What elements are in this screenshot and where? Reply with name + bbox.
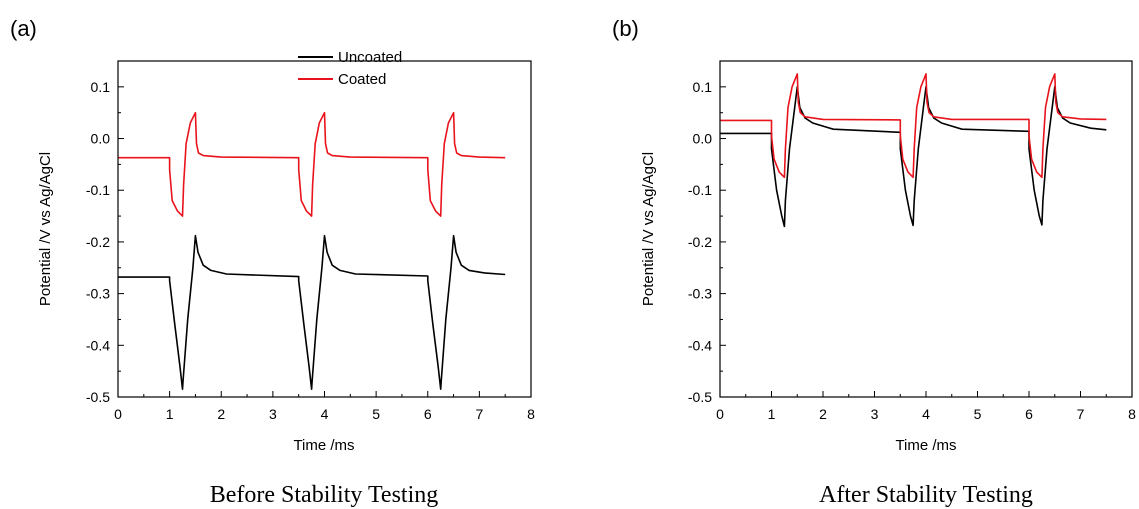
y-tick-label: 0.0	[91, 131, 111, 147]
y-tick-label: -0.1	[86, 182, 110, 198]
x-tick-label: 0	[716, 406, 724, 422]
y-tick-label: 0.0	[693, 131, 713, 147]
axes-a: 0 1 2 3 4 5 6 7 8 -0.5 -0.4 -0.3 -0.2 -0.1 0.0 0.1	[86, 60, 535, 422]
panel-label-b: (b)	[612, 16, 639, 41]
axes-b: 0 1 2 3 4 5 6 7 8 -0.5 -0.4 -0.3 -0.2 -0.1 0.0 0.1	[688, 60, 1136, 422]
chart-panel-b: 0 1 2 3 4 5 6 7 8 -0.5 -0.4 -0.3 -0.2 -0.1 0.0 0.1 Time…	[640, 60, 1136, 508]
x-tick-label: 8	[527, 406, 535, 422]
caption-b: After Stability Testing	[819, 482, 1033, 508]
y-tick-label: -0.2	[688, 234, 712, 250]
x-tick-label: 7	[475, 406, 483, 422]
y-tick-label: -0.4	[688, 337, 712, 353]
x-tick-label: 3	[871, 406, 879, 422]
legend-label-coated: Coated	[338, 71, 386, 88]
y-tick-label: -0.2	[86, 234, 110, 250]
plot-lines-a	[118, 111, 506, 391]
legend-label-uncoated: Uncoated	[338, 49, 402, 66]
x-tick-label: 5	[372, 406, 380, 422]
x-tick-label: 1	[768, 406, 776, 422]
chart-panel-a: 0 1 2 3 4 5 6 7 8 -0.5 -0.4 -0.3 -0.2 -0.1 0.0 0.1 Time…	[37, 49, 535, 508]
y-axis-label-b: Potential /V vs Ag/AgCl	[640, 152, 657, 306]
x-tick-label: 5	[974, 406, 982, 422]
caption-a: Before Stability Testing	[210, 482, 439, 508]
series-line-coated	[118, 111, 506, 217]
y-tick-label: -0.1	[688, 182, 712, 198]
x-tick-label: 6	[1025, 406, 1033, 422]
y-tick-label: -0.4	[86, 337, 110, 353]
x-tick-label: 3	[269, 406, 277, 422]
x-tick-label: 1	[166, 406, 174, 422]
x-tick-label: 0	[114, 406, 122, 422]
x-axis-label-a: Time /ms	[293, 437, 354, 454]
plot-frame-b	[719, 60, 1133, 398]
series-line-coated	[720, 73, 1107, 179]
x-tick-label: 4	[321, 406, 329, 422]
x-tick-label: 7	[1077, 406, 1085, 422]
y-tick-label: -0.3	[86, 286, 110, 302]
legend: Uncoated Coated	[298, 49, 402, 88]
plot-frame-a	[117, 60, 532, 398]
panel-label-a: (a)	[10, 16, 37, 41]
x-tick-label: 4	[922, 406, 930, 422]
plot-lines-b	[720, 73, 1107, 228]
y-tick-label: 0.1	[693, 79, 713, 95]
x-axis-label-b: Time /ms	[895, 437, 956, 454]
y-tick-label: -0.3	[688, 286, 712, 302]
y-axis-label-a: Potential /V vs Ag/AgCl	[37, 152, 54, 306]
series-line-uncoated	[118, 234, 506, 391]
x-tick-label: 2	[819, 406, 827, 422]
y-tick-label: -0.5	[86, 389, 110, 405]
x-tick-label: 8	[1128, 406, 1136, 422]
x-tick-label: 2	[217, 406, 225, 422]
y-tick-label: -0.5	[688, 389, 712, 405]
x-tick-label: 6	[424, 406, 432, 422]
series-line-uncoated	[720, 86, 1107, 228]
y-tick-label: 0.1	[91, 79, 111, 95]
